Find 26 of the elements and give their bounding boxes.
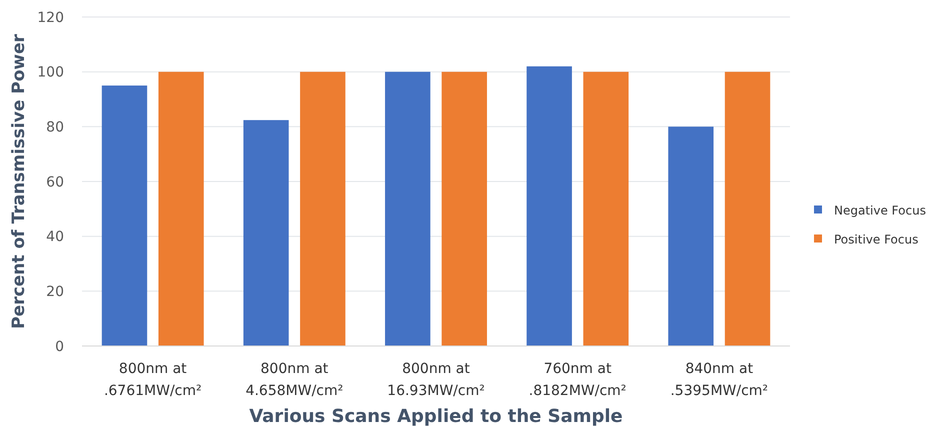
bar [102,86,148,346]
bar [158,72,204,346]
x-tick-label: 800nm at 16.93MW/cm² [387,361,485,399]
bar [668,126,714,346]
x-tick-label: 800nm at .6761MW/cm² [104,361,202,399]
y-tick-label: 80 [46,120,64,136]
bar [385,72,430,346]
x-tick-label: 840nm at .5395MW/cm² [670,361,768,399]
y-tick-label: 100 [37,64,64,81]
legend-label: Negative Focus [834,204,926,218]
bar [243,120,289,346]
y-tick-label: 0 [55,338,64,355]
x-tick-label: 800nm at 4.658MW/cm² [246,361,344,399]
y-tick-label: 120 [37,10,64,26]
x-tick-label: 760nm at .8182MW/cm² [528,361,626,399]
bar [583,72,629,346]
y-tick-label: 60 [46,174,64,190]
legend-label: Positive Focus [834,232,918,246]
y-tick-label: 40 [46,229,64,246]
y-tick-label: 20 [46,284,64,300]
bar [724,72,770,346]
y-axis-title: Percent of Transmissive Power [9,33,29,329]
bar [442,72,487,346]
x-axis-title: Various Scans Applied to the Sample [249,406,623,427]
bar [300,72,346,346]
bar [526,66,572,346]
